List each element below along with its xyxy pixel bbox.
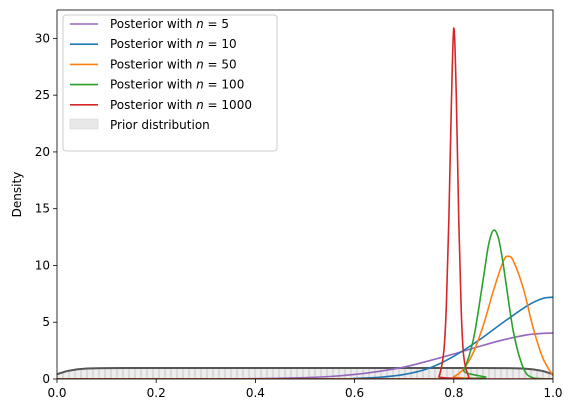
x-tick-label: 0.6 [345, 386, 364, 400]
x-tick-label: 0.4 [246, 386, 265, 400]
legend-label-1: Posterior with n = 5 [110, 17, 229, 31]
legend-box [62, 14, 278, 152]
y-tick-label: 25 [35, 88, 50, 102]
y-tick-label: 10 [35, 258, 50, 272]
legend: Posterior with n = 5 Posterior with n = 1… [62, 14, 278, 152]
legend-label-prior: Prior distribution [110, 118, 210, 132]
x-tick-label: 1.0 [543, 386, 562, 400]
y-tick-label: 15 [35, 202, 50, 216]
y-axis-label: Density [10, 172, 24, 218]
legend-entries: Posterior with n = 5 Posterior with n = 1… [69, 17, 252, 132]
y-tick-label: 20 [35, 145, 50, 159]
x-tick-label: 0.0 [47, 386, 66, 400]
y-tick-label: 30 [35, 31, 50, 45]
y-axis-ticks: 0 5 10 15 20 25 30 [35, 31, 57, 386]
legend-label-4: Posterior with n = 100 [110, 78, 244, 92]
prior-distribution-area [57, 367, 553, 379]
legend-swatch-prior [69, 118, 99, 130]
y-tick-label: 0 [42, 372, 50, 386]
prior-distribution-line [57, 366, 553, 376]
legend-label-2: Posterior with n = 10 [110, 37, 237, 51]
x-tick-label: 0.8 [444, 386, 463, 400]
plot-frame [56, 9, 554, 380]
y-tick-label: 5 [42, 315, 50, 329]
legend-label-3: Posterior with n = 50 [110, 57, 237, 71]
x-axis-ticks: 0.0 0.2 0.4 0.6 0.8 1.0 [47, 379, 563, 400]
legend-label-5: Posterior with n = 1000 [110, 98, 252, 112]
x-tick-label: 0.2 [147, 386, 166, 400]
